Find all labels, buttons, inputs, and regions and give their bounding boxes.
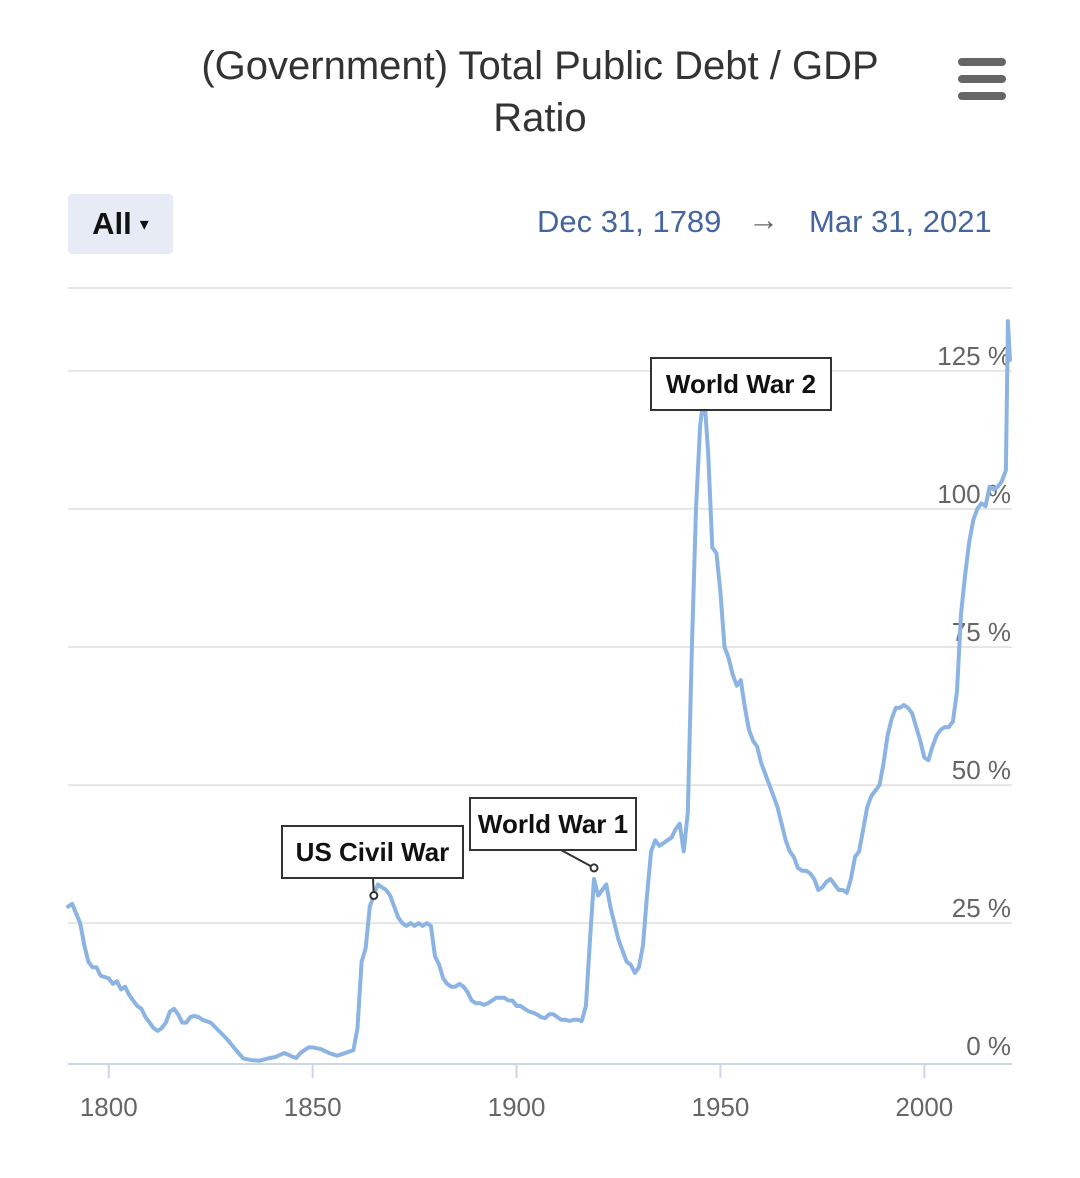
- annotation-box: [469, 797, 637, 851]
- y-tick-label: 125 %: [937, 341, 1011, 371]
- start-date[interactable]: Dec 31, 1789: [537, 204, 722, 239]
- dropdown-arrow-icon: ▾: [139, 213, 149, 234]
- series-line-0: [66, 319, 1012, 1063]
- hamburger-menu-icon[interactable]: [958, 58, 1006, 100]
- chart-title: (Government) Total Public Debt / GDP Rat…: [120, 40, 960, 144]
- y-tick-label: 25 %: [952, 893, 1011, 923]
- annotation-label: US Civil War: [296, 837, 450, 867]
- annotation-label: World War 2: [666, 369, 816, 399]
- date-range-arrow-icon: →: [748, 202, 779, 237]
- annotation-box: [281, 825, 464, 879]
- x-tick-label: 1850: [284, 1092, 342, 1122]
- end-date[interactable]: Mar 31, 2021: [809, 204, 992, 239]
- chart-title-line-1: (Government) Total Public Debt / GDP: [201, 44, 879, 88]
- x-tick-label: 1950: [692, 1092, 750, 1122]
- x-tick-label: 1900: [488, 1092, 546, 1122]
- y-tick-label: 0 %: [966, 1031, 1011, 1061]
- annotation-box: [650, 357, 832, 411]
- x-tick-label: 2000: [895, 1092, 953, 1122]
- range-selector-label: All: [92, 206, 132, 241]
- chart-title-line-2: Ratio: [493, 96, 587, 140]
- x-tick-label: 1800: [80, 1092, 138, 1122]
- annotation-connector: [560, 849, 595, 869]
- y-tick-label: 50 %: [952, 755, 1011, 785]
- annotation-point: [589, 863, 599, 873]
- range-selector-button[interactable]: All ▾: [68, 194, 173, 254]
- annotation-point: [369, 891, 379, 901]
- annotation-label: World War 1: [478, 809, 628, 839]
